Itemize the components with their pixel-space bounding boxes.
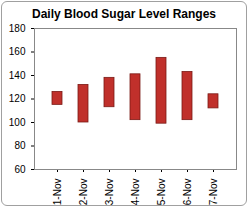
- svg-text:160: 160: [9, 46, 26, 57]
- svg-text:5-Nov: 5-Nov: [156, 179, 167, 206]
- svg-text:120: 120: [9, 93, 26, 104]
- svg-text:180: 180: [9, 23, 26, 34]
- svg-text:140: 140: [9, 70, 26, 81]
- svg-text:7-Nov: 7-Nov: [208, 179, 219, 206]
- svg-text:2-Nov: 2-Nov: [78, 179, 89, 206]
- svg-text:6-Nov: 6-Nov: [182, 179, 193, 206]
- html-text:Daily Blood Sugar Level Ranges: Daily Blood Sugar Level Ranges: [32, 7, 216, 21]
- svg-text:1-Nov: 1-Nov: [52, 179, 63, 206]
- svg-text:4-Nov: 4-Nov: [130, 179, 141, 206]
- svg-text:3-Nov: 3-Nov: [104, 179, 115, 206]
- svg-text:60: 60: [14, 164, 26, 175]
- svg-text:80: 80: [14, 140, 26, 151]
- svg-text:100: 100: [9, 117, 26, 128]
